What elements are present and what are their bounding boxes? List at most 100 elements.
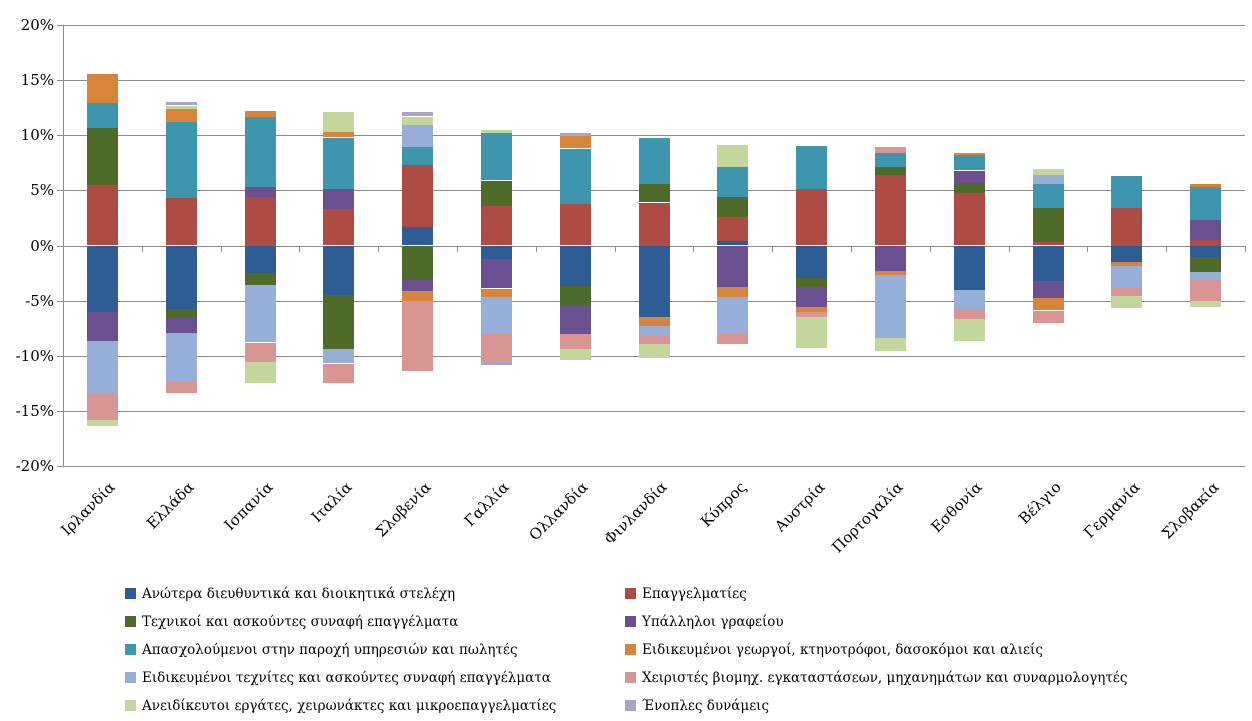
bar-segment: [402, 165, 433, 227]
category-axis-tick: [63, 246, 64, 252]
x-axis-category-label: Αυστρία: [771, 478, 829, 536]
bar-segment: [323, 189, 354, 210]
category-axis-tick: [378, 246, 379, 252]
category-axis-tick: [1166, 246, 1167, 252]
legend-label: Ειδικευμένοι γεωργοί, κτηνοτρόφοι, δασοκ…: [642, 642, 1043, 658]
legend-item: Χειριστές βιομηχ. εγκαταστάσεων, μηχανημ…: [625, 670, 1127, 686]
legend-item: Ανειδίκευτοι εργάτες, χειρωνάκτες και μι…: [125, 698, 556, 714]
bar-segment: [639, 202, 670, 246]
x-axis-category-label: Γαλλία: [460, 478, 513, 531]
bar-segment: [875, 167, 906, 175]
legend-item: Ειδικευμένοι τεχνίτες και ασκούντες συνα…: [125, 670, 551, 686]
bar-segment: [87, 419, 118, 427]
bar-segment: [166, 102, 197, 106]
bar-segment: [560, 133, 591, 137]
x-axis-category-label: Εσθονία: [927, 478, 986, 537]
bar-segment: [481, 297, 512, 334]
bar-segment: [875, 275, 906, 339]
bar-segment: [1033, 242, 1064, 246]
bar-segment: [245, 111, 276, 117]
bar-segment: [481, 180, 512, 206]
bar-segment: [1111, 176, 1142, 208]
bar-segment: [796, 245, 827, 278]
category-axis-tick: [1245, 246, 1246, 252]
legend-label: Απασχολούμενοι στην παροχή υπηρεσιών και…: [142, 642, 518, 658]
y-axis-tick: [57, 466, 63, 467]
bar-segment: [166, 198, 197, 246]
bar-segment: [481, 245, 512, 259]
x-axis-category-label: Βέλγιο: [1015, 478, 1065, 528]
x-axis-category-label: Σλοβενία: [371, 478, 435, 541]
legend-item: Ένοπλες δυνάμεις: [625, 698, 769, 714]
bar-segment: [323, 363, 354, 384]
bar-segment: [717, 197, 748, 217]
bar-segment: [796, 189, 827, 246]
y-axis-tick-label: 15%: [20, 71, 54, 89]
x-axis-category-label: Ιρλανδία: [57, 478, 119, 540]
x-axis-category-label: Γερμανία: [1080, 478, 1144, 542]
bar-segment: [717, 241, 748, 246]
bar-segment: [402, 125, 433, 148]
bar-segment: [796, 146, 827, 190]
x-axis-category-label: Πορτογαλία: [828, 478, 907, 557]
bar-segment: [166, 108, 197, 122]
bar-segment: [87, 103, 118, 128]
bar-segment: [1033, 310, 1064, 323]
y-axis-line: [63, 25, 64, 466]
legend-label: Ένοπλες δυνάμεις: [642, 698, 770, 714]
bar-segment: [560, 306, 591, 334]
legend-label: Υπάλληλοι γραφείου: [642, 614, 784, 630]
bar-segment: [1033, 298, 1064, 311]
x-axis-category-label: Φινλανδία: [600, 478, 671, 549]
legend-swatch-icon: [625, 588, 636, 599]
bar-segment: [1190, 272, 1221, 279]
bar-segment: [1111, 245, 1142, 262]
bar-segment: [1111, 296, 1142, 309]
plot-area: [63, 25, 1245, 467]
bar-segment: [717, 245, 748, 288]
bar-segment: [954, 192, 985, 246]
bar-segment: [875, 338, 906, 352]
bar-segment: [402, 116, 433, 126]
bar-segment: [245, 273, 276, 286]
y-axis-tick-label: -10%: [15, 347, 54, 365]
y-axis-tick: [57, 80, 63, 81]
y-axis-tick-label: -15%: [15, 402, 54, 420]
category-axis-tick: [693, 246, 694, 252]
bar-segment: [87, 341, 118, 395]
x-axis-category-label: Κύπρος: [697, 478, 750, 531]
bar-segment: [1033, 174, 1064, 184]
category-axis-tick: [536, 246, 537, 252]
bar-segment: [954, 152, 985, 156]
bar-segment: [481, 361, 512, 365]
legend-swatch-icon: [125, 672, 136, 683]
bar-segment: [1111, 262, 1142, 267]
category-axis-tick: [772, 246, 773, 252]
bar-segment: [1190, 187, 1221, 221]
bar-segment: [481, 258, 512, 289]
bar-segment: [166, 122, 197, 199]
bar-segment: [245, 116, 276, 188]
bar-segment: [1190, 240, 1221, 246]
bar-segment: [402, 290, 433, 301]
bar-segment: [639, 335, 670, 344]
bar-segment: [402, 226, 433, 246]
category-axis-tick: [615, 246, 616, 252]
bar-segment: [323, 209, 354, 246]
bar-segment: [639, 183, 670, 203]
bar-segment: [796, 311, 827, 318]
bar-segment: [954, 245, 985, 290]
bar-segment: [166, 309, 197, 319]
bar-segment: [954, 289, 985, 310]
bar-segment: [560, 245, 591, 287]
legend-label: Ανώτερα διευθυντικά και διοικητικά στελέ…: [142, 586, 456, 602]
bar-segment: [1033, 183, 1064, 209]
legend-swatch-icon: [125, 644, 136, 655]
bar-segment: [639, 317, 670, 326]
bar-segment: [1033, 169, 1064, 175]
bar-segment: [1190, 183, 1221, 188]
bar-segment: [481, 205, 512, 246]
bar-segment: [245, 362, 276, 384]
legend-item: Επαγγελματίες: [625, 586, 747, 602]
